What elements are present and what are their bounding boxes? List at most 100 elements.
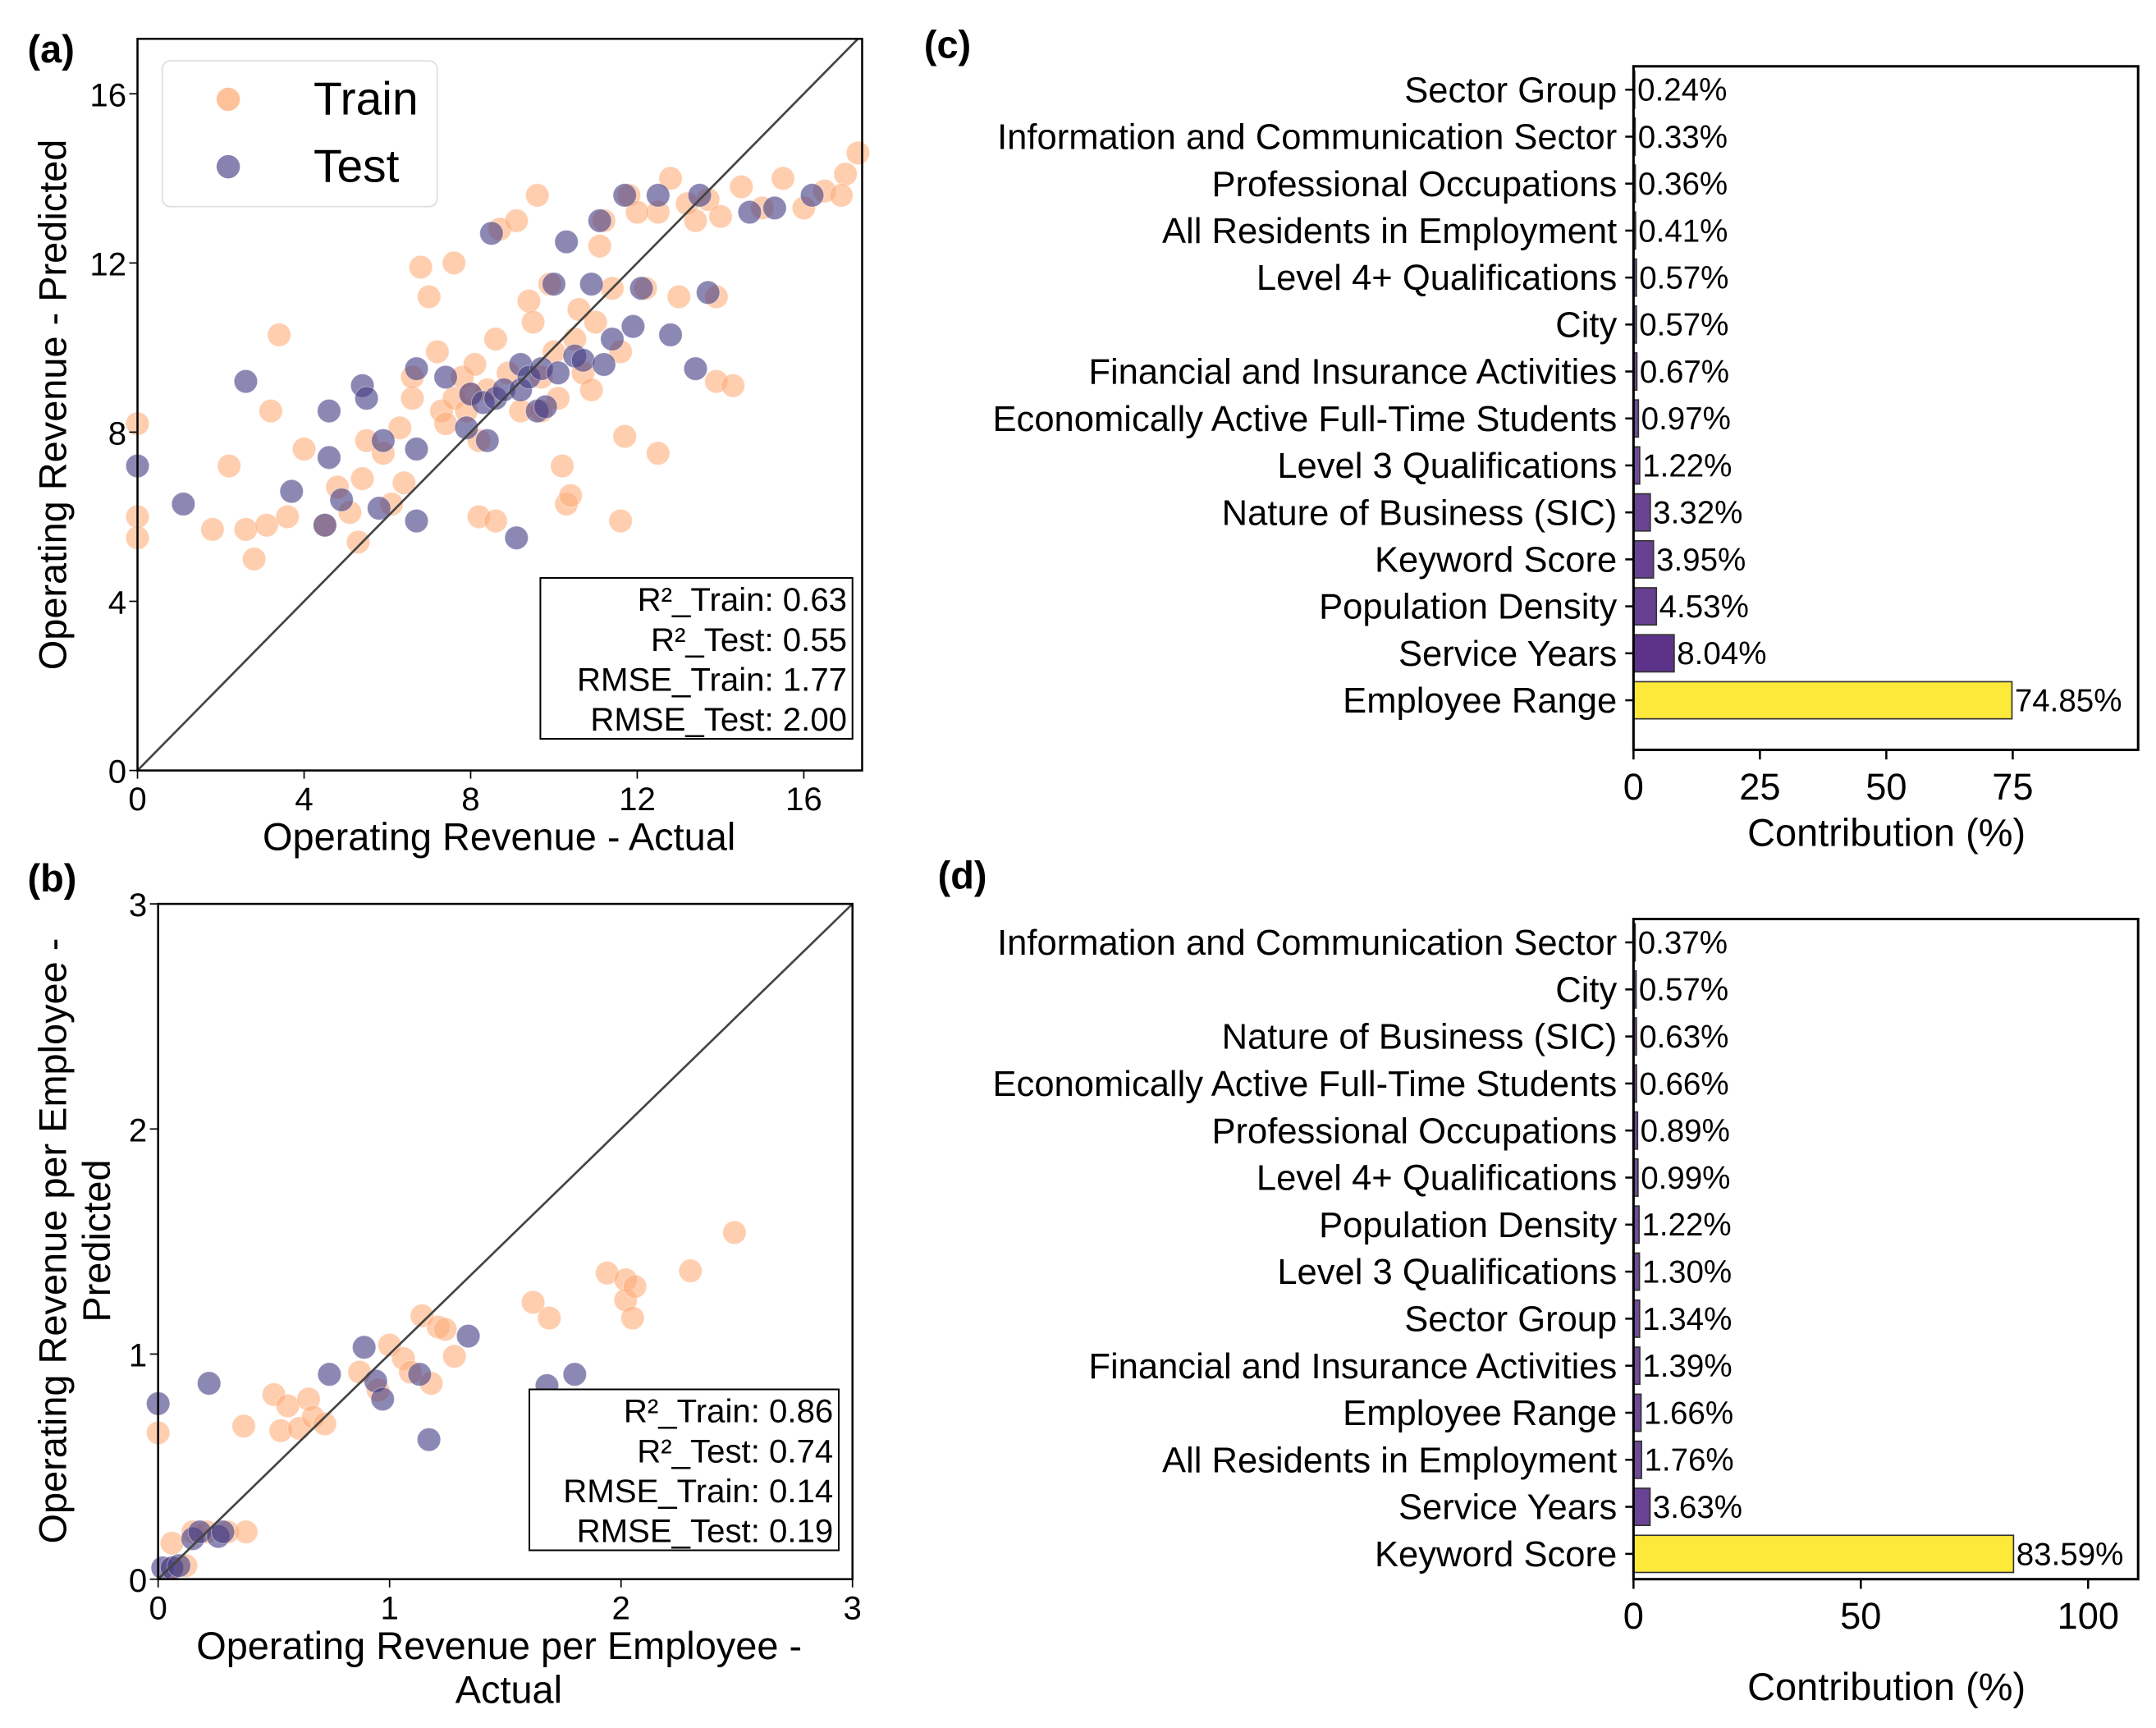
bar bbox=[1632, 681, 2013, 720]
point-test bbox=[646, 183, 671, 208]
x-axis-label-a: Operating Revenue - Actual bbox=[263, 816, 735, 859]
value-label: 0.57% bbox=[1639, 261, 1728, 296]
value-label: 0.89% bbox=[1641, 1114, 1730, 1149]
metrics-box bbox=[539, 577, 854, 740]
point-test bbox=[317, 445, 341, 470]
point-train bbox=[678, 1258, 703, 1283]
plot-frame bbox=[1632, 918, 2140, 1581]
value-label: 3.95% bbox=[1656, 543, 1746, 578]
point-test bbox=[404, 508, 429, 534]
category-label: Level 3 Qualifications bbox=[1277, 1253, 1617, 1292]
point-train bbox=[433, 1317, 458, 1342]
point-train bbox=[433, 411, 458, 436]
value-label: 3.32% bbox=[1653, 496, 1742, 531]
point-test bbox=[351, 1335, 377, 1360]
value-label: 0.67% bbox=[1640, 355, 1729, 390]
point-train bbox=[620, 1305, 645, 1331]
metrics-box bbox=[529, 1388, 840, 1552]
point-train bbox=[483, 508, 508, 534]
x-axis-label-d: Contribution (%) bbox=[1747, 1666, 2026, 1708]
x-tick-label: 4 bbox=[295, 781, 313, 818]
category-label: All Residents in Employment bbox=[1162, 212, 1617, 251]
point-test bbox=[370, 1387, 395, 1412]
point-train bbox=[829, 183, 854, 208]
point-train bbox=[722, 1220, 747, 1245]
point-test bbox=[542, 272, 566, 296]
category-label: Population Density bbox=[1319, 1206, 1617, 1245]
point-test bbox=[433, 364, 458, 390]
point-train bbox=[387, 415, 412, 441]
point-train bbox=[425, 339, 450, 364]
metrics-text: RMSE_Test: 2.00 bbox=[590, 701, 847, 738]
value-label: 0.97% bbox=[1641, 401, 1731, 437]
point-train bbox=[241, 547, 267, 571]
metrics-text: RMSE_Test: 0.19 bbox=[577, 1512, 834, 1549]
bar bbox=[1632, 634, 1675, 673]
panel-label-c: (c) bbox=[924, 24, 971, 66]
y-axis-label-b-line1: Operating Revenue per Employee - bbox=[31, 938, 74, 1544]
category-label: Professional Occupations bbox=[1211, 1112, 1617, 1151]
point-train bbox=[537, 1305, 562, 1331]
category-label: City bbox=[1555, 970, 1617, 1010]
diagonal-reference-line bbox=[157, 903, 854, 1580]
category-label: All Residents in Employment bbox=[1162, 1441, 1617, 1480]
category-label: Keyword Score bbox=[1375, 1535, 1617, 1574]
point-test bbox=[600, 327, 625, 351]
value-label: 0.36% bbox=[1638, 167, 1728, 202]
category-label: Sector Group bbox=[1404, 71, 1617, 110]
point-train bbox=[520, 1290, 546, 1315]
panel-label-b: (b) bbox=[28, 857, 77, 900]
value-label: 0.57% bbox=[1639, 973, 1728, 1008]
value-label: 0.63% bbox=[1639, 1020, 1728, 1055]
point-train bbox=[524, 183, 550, 208]
y-tick-label: 4 bbox=[108, 584, 126, 621]
y-tick-label: 8 bbox=[108, 415, 126, 451]
point-test bbox=[233, 369, 259, 394]
category-label: Financial and Insurance Activities bbox=[1088, 1347, 1617, 1387]
point-train bbox=[462, 352, 488, 377]
point-test bbox=[762, 195, 787, 221]
value-label: 4.53% bbox=[1659, 589, 1749, 625]
point-test bbox=[454, 415, 479, 441]
value-label: 0.33% bbox=[1638, 120, 1728, 155]
point-train bbox=[275, 1393, 300, 1419]
value-label: 83.59% bbox=[2016, 1537, 2124, 1572]
category-label: Sector Group bbox=[1404, 1299, 1617, 1339]
point-train bbox=[291, 437, 317, 461]
point-test bbox=[171, 492, 196, 516]
point-test bbox=[592, 352, 616, 377]
x-tick-label: 3 bbox=[844, 1589, 862, 1626]
value-label: 0.37% bbox=[1638, 925, 1728, 960]
panel-label-d: (d) bbox=[938, 855, 987, 897]
y-tick-label: 3 bbox=[129, 887, 147, 924]
legend-marker-train bbox=[216, 87, 240, 112]
point-train bbox=[234, 1519, 259, 1544]
point-train bbox=[622, 1274, 648, 1299]
value-label: 1.76% bbox=[1644, 1443, 1733, 1478]
metrics-text: R²_Test: 0.55 bbox=[651, 621, 847, 658]
metrics-text: RMSE_Train: 1.77 bbox=[577, 661, 847, 698]
point-train bbox=[588, 233, 612, 259]
y-axis-label-a: Operating Revenue - Predicted bbox=[31, 140, 74, 671]
point-test bbox=[504, 525, 529, 550]
point-test bbox=[479, 221, 504, 246]
point-train bbox=[159, 1531, 185, 1556]
category-label: City bbox=[1555, 305, 1617, 345]
value-label: 0.57% bbox=[1639, 308, 1728, 343]
point-test bbox=[416, 1427, 442, 1452]
point-train bbox=[217, 453, 241, 479]
point-train bbox=[516, 288, 542, 314]
point-train bbox=[483, 327, 508, 351]
point-test bbox=[629, 276, 654, 300]
plot-frame bbox=[136, 38, 863, 772]
point-test bbox=[695, 280, 721, 305]
x-axis-label-c: Contribution (%) bbox=[1747, 812, 2026, 855]
point-test bbox=[371, 428, 396, 453]
point-test bbox=[329, 488, 354, 512]
x-tick-label: 100 bbox=[2058, 1595, 2119, 1637]
value-label: 0.99% bbox=[1641, 1161, 1730, 1196]
panel-label-a: (a) bbox=[28, 28, 75, 71]
point-train bbox=[721, 373, 745, 398]
point-train bbox=[608, 508, 633, 534]
